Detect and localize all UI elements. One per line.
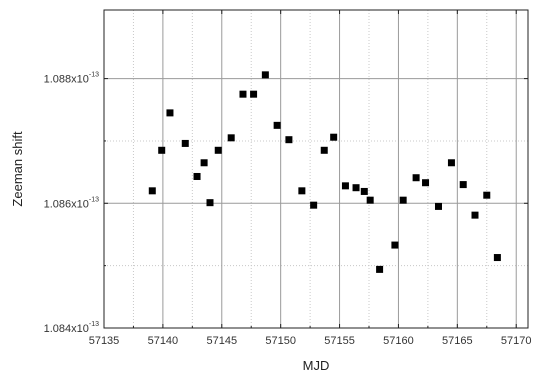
- data-point: [239, 90, 247, 98]
- x-tick-label: 57145: [206, 335, 237, 347]
- plot-frame: [103, 9, 529, 329]
- data-point: [459, 181, 467, 189]
- data-point: [193, 172, 201, 180]
- axis-ticks: 57135 57140 57145 57150 57155 57160 57165 57170…: [44, 10, 532, 347]
- data-point: [422, 179, 430, 187]
- data-point: [376, 265, 384, 273]
- y-tick-exponent: -13: [89, 196, 99, 203]
- y-tick-label: 1.084x10-13: [44, 321, 99, 335]
- y-tick-mantissa: 1.084x10: [44, 323, 89, 335]
- x-tick-label: 57170: [501, 335, 532, 347]
- data-point: [320, 146, 328, 154]
- data-point: [181, 139, 189, 147]
- data-point: [227, 134, 235, 142]
- data-point: [434, 202, 442, 210]
- data-point: [273, 121, 281, 129]
- data-point: [360, 187, 368, 195]
- data-point: [310, 201, 318, 209]
- data-point: [250, 90, 258, 98]
- y-tick-mantissa: 1.088x10: [44, 74, 89, 86]
- data-point: [399, 196, 407, 204]
- data-point: [471, 211, 479, 219]
- data-point: [298, 187, 306, 195]
- data-points: [148, 71, 501, 273]
- x-tick-label: 57160: [383, 335, 414, 347]
- data-point: [206, 199, 214, 207]
- data-point: [285, 136, 293, 144]
- data-point: [391, 241, 399, 249]
- data-point: [148, 187, 156, 195]
- data-point: [483, 191, 491, 199]
- x-tick-label: 57140: [148, 335, 179, 347]
- data-point: [493, 254, 501, 262]
- data-point: [412, 174, 420, 182]
- data-point: [200, 159, 208, 167]
- y-tick-label: 1.086x10-13: [44, 196, 99, 210]
- data-point: [447, 159, 455, 167]
- data-point: [214, 146, 222, 154]
- grid-lines: [104, 10, 528, 328]
- data-point: [341, 182, 349, 190]
- y-axis-label: Zeeman shift: [10, 131, 25, 207]
- data-point: [330, 133, 338, 141]
- data-point: [166, 109, 174, 117]
- data-point: [352, 184, 360, 192]
- data-point: [261, 71, 269, 79]
- y-tick-exponent: -13: [89, 321, 99, 328]
- x-tick-label: 57155: [324, 335, 355, 347]
- y-tick-mantissa: 1.086x10: [44, 198, 89, 210]
- data-point: [366, 196, 374, 204]
- y-tick-label: 1.088x10-13: [44, 72, 99, 86]
- x-tick-label: 57150: [265, 335, 296, 347]
- y-tick-exponent: -13: [89, 72, 99, 79]
- x-tick-label: 57135: [89, 335, 120, 347]
- x-axis-label: MJD: [303, 358, 330, 373]
- data-point: [158, 146, 166, 154]
- x-tick-label: 57165: [442, 335, 473, 347]
